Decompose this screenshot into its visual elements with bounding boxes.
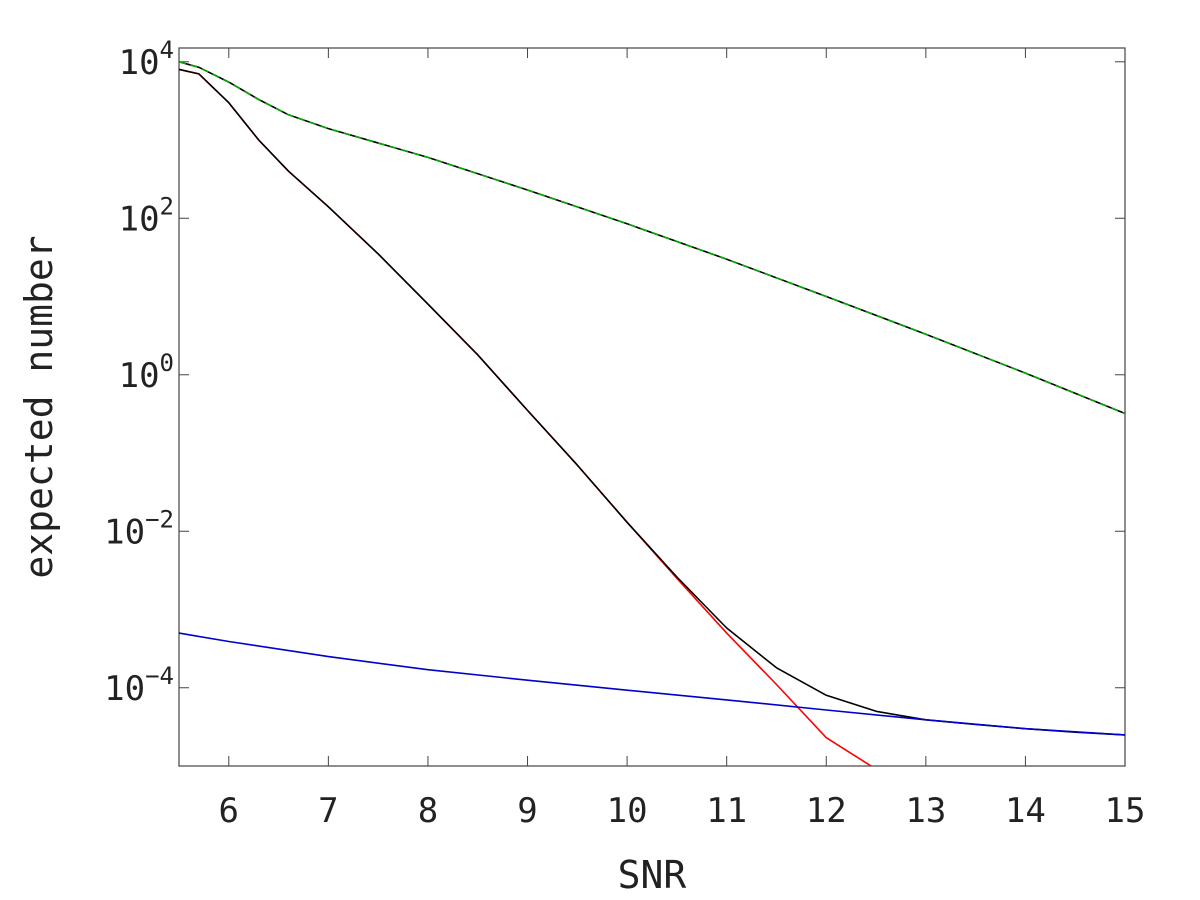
y-tick-label: 10−4 (104, 662, 174, 709)
x-tick-label: 8 (418, 791, 438, 831)
series-line-1 (179, 68, 872, 766)
ticks: 6 7 8 9 10 11 12 13 14 15 104 102 100 10−2 10−4 (104, 36, 1145, 831)
x-tick-label: 10 (607, 791, 648, 831)
x-tick-label: 13 (905, 791, 946, 831)
series-line-2 (179, 68, 1125, 736)
y-axis-label: expected number (17, 235, 61, 578)
series-layer (179, 61, 1125, 766)
x-tick-label: 15 (1105, 791, 1146, 831)
plot-frame (178, 47, 1126, 767)
x-tick-label: 7 (318, 791, 338, 831)
y-tick-label: 102 (119, 192, 174, 239)
y-tick-label: 104 (119, 36, 174, 83)
series-line-3 (179, 632, 1125, 736)
y-tick-label: 100 (119, 349, 174, 396)
x-tick-label: 9 (517, 791, 537, 831)
x-axis-label: SNR (618, 853, 687, 897)
y-tick-label: 10−2 (104, 505, 174, 552)
series-line-5 (179, 61, 1125, 415)
series-line-4 (179, 61, 1125, 415)
x-tick-label: 14 (1005, 791, 1046, 831)
x-tick-label: 11 (706, 791, 747, 831)
x-tick-label: 6 (219, 791, 239, 831)
x-tick-label: 12 (806, 791, 847, 831)
